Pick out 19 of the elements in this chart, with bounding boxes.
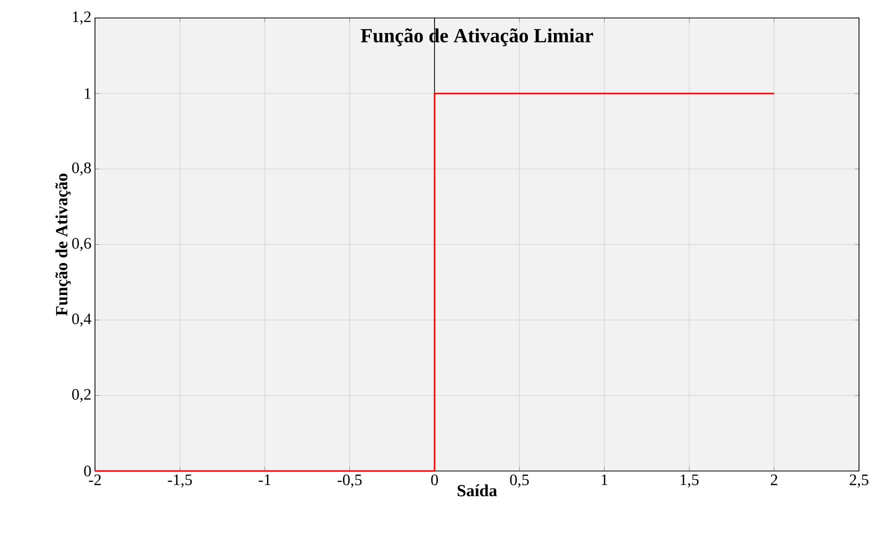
- x-tick-label: -1: [258, 474, 270, 486]
- y-tick-label: 0,2: [72, 388, 91, 402]
- y-tick-label: 0,6: [72, 238, 92, 252]
- y-tick-label: 1: [84, 88, 91, 99]
- y-tick-label: 0,4: [72, 313, 92, 327]
- x-tick-label: -1,5: [168, 474, 192, 488]
- y-tick-label: 1,2: [72, 12, 91, 24]
- x-tick-label: 0: [431, 474, 438, 486]
- y-tick-label: 0,8: [72, 162, 91, 176]
- x-axis-title: Saída: [458, 484, 497, 496]
- x-tick-label: 1,5: [680, 474, 699, 488]
- y-axis-title: Função de Ativação: [55, 174, 71, 316]
- x-tick-label: -2: [88, 474, 101, 486]
- x-tick-label: 2: [770, 474, 778, 486]
- x-tick-label: -0,5: [338, 474, 362, 488]
- x-tick-label: 1: [602, 474, 608, 486]
- x-tick-label: 2,5: [850, 474, 868, 488]
- x-tick-label: 0,5: [510, 474, 529, 488]
- y-tick-label: 0: [84, 466, 91, 476]
